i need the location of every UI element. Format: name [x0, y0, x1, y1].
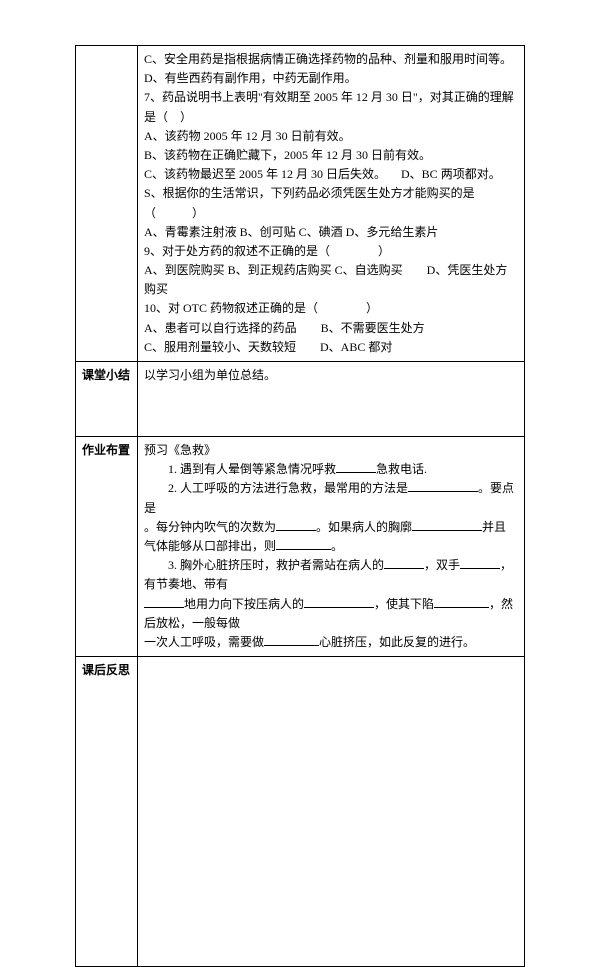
blank-11 — [264, 634, 319, 646]
row4-label: 课后反思 — [76, 657, 138, 967]
blank-6 — [384, 557, 424, 569]
hw-2a: 2. 人工呼吸的方法进行急救，最常用的方法是 — [168, 481, 408, 495]
row4-content — [138, 657, 525, 967]
blank-8 — [144, 596, 184, 608]
hw-2c: 。每分钟内吹气的次数为 — [144, 520, 276, 534]
q6-d: D、有些西药有副作用，中药无副作用。 — [144, 69, 518, 88]
q10-d-text: D、ABC 都对 — [320, 340, 392, 354]
blank-3 — [276, 519, 316, 531]
q9-opts: A、到医院购买 B、到正规药店购买 C、自选购买 D、凭医生处方购买 — [144, 261, 518, 299]
row3-content: 预习《急救》 1. 遇到有人晕倒等紧急情况呼救 急救电话. 2. 人工呼吸的方法进… — [138, 437, 525, 657]
q7-d-text: D、BC 两项都对。 — [401, 167, 501, 181]
hw-3-cont: 地用力向下按压病人的，使其下陷，然后放松，一般每做 — [144, 595, 518, 633]
hw-2f: 。 — [331, 539, 343, 553]
hw-1b: 急救电话. — [376, 462, 427, 476]
hw-3g: 一次人工呼吸，需要做 — [144, 635, 264, 649]
q7-a: A、该药物 2005 年 12 月 30 日前有效。 — [144, 127, 518, 146]
hw-3: 3. 胸外心脏挤压时，救护者需站在病人的，双手，有节奏地、带有 — [144, 556, 518, 594]
row3-label: 作业布置 — [76, 437, 138, 657]
blank-10 — [434, 596, 489, 608]
blank-4 — [412, 519, 482, 531]
q7-b: B、该药物在正确贮藏下，2005 年 12 月 30 日前有效。 — [144, 146, 518, 165]
blank-2 — [408, 480, 478, 492]
q6-c: C、安全用药是指根据病情正确选择药物的品种、剂量和服用时间等。 — [144, 50, 518, 69]
worksheet-table: C、安全用药是指根据病情正确选择药物的品种、剂量和服用时间等。 D、有些西药有副… — [75, 45, 525, 967]
q10-c-text: C、服用剂量较小、天数较短 — [144, 340, 296, 354]
hw-3b: ，双手 — [424, 558, 460, 572]
hw-3d: 地用力向下按压病人的 — [184, 597, 304, 611]
hw-2d: 。如果病人的胸廓 — [316, 520, 412, 534]
q7-c-text: C、该药物最迟至 2005 年 12 月 30 日后失效。 — [144, 167, 386, 181]
blank-7 — [460, 557, 500, 569]
hw-1: 1. 遇到有人晕倒等紧急情况呼救 急救电话. — [144, 460, 518, 479]
row2-content: 以学习小组为单位总结。 — [138, 362, 525, 437]
blank-9 — [304, 596, 374, 608]
hw-1a: 1. 遇到有人晕倒等紧急情况呼救 — [168, 462, 336, 476]
hw-3-cont2: 一次人工呼吸，需要做 心脏挤压，如此反复的进行。 — [144, 633, 518, 652]
q7-cd: C、该药物最迟至 2005 年 12 月 30 日后失效。 D、BC 两项都对。 — [144, 165, 518, 184]
hw-2-cont: 。每分钟内吹气的次数为。如果病人的胸廓并且气体能够从口部排出，则。 — [144, 518, 518, 556]
q10-ab: A、患者可以自行选择的药品 B、不需要医生处方 — [144, 319, 518, 338]
q10: 10、对 OTC 药物叙述正确的是（ ） — [144, 299, 518, 318]
hw-2: 2. 人工呼吸的方法进行急救，最常用的方法是。要点是 — [144, 479, 518, 517]
summary-text: 以学习小组为单位总结。 — [144, 366, 518, 385]
q10-cd: C、服用剂量较小、天数较短 D、ABC 都对 — [144, 338, 518, 357]
row2-label: 课堂小结 — [76, 362, 138, 437]
q10-b-text: B、不需要医生处方 — [321, 321, 425, 335]
q10-a-text: A、患者可以自行选择的药品 — [144, 321, 297, 335]
hw-3a: 3. 胸外心脏挤压时，救护者需站在病人的 — [168, 558, 384, 572]
blank-5 — [276, 538, 331, 550]
q9: 9、对于处方药的叙述不正确的是（ ） — [144, 242, 518, 261]
q8: S、根据你的生活常识，下列药品必须凭医生处方才能购买的是（ ） — [144, 184, 518, 222]
q7: 7、药品说明书上表明"有效期至 2005 年 12 月 30 日"，对其正确的理… — [144, 88, 518, 126]
hw-3h: 心脏挤压，如此反复的进行。 — [319, 635, 475, 649]
hw-title: 预习《急救》 — [144, 441, 518, 460]
row1-label — [76, 46, 138, 362]
q8-opts: A、青霉素注射液 B、创可贴 C、碘酒 D、多元给生素片 — [144, 223, 518, 242]
blank-1 — [336, 461, 376, 473]
row1-content: C、安全用药是指根据病情正确选择药物的品种、剂量和服用时间等。 D、有些西药有副… — [138, 46, 525, 362]
hw-3e: ，使其下陷 — [374, 597, 434, 611]
